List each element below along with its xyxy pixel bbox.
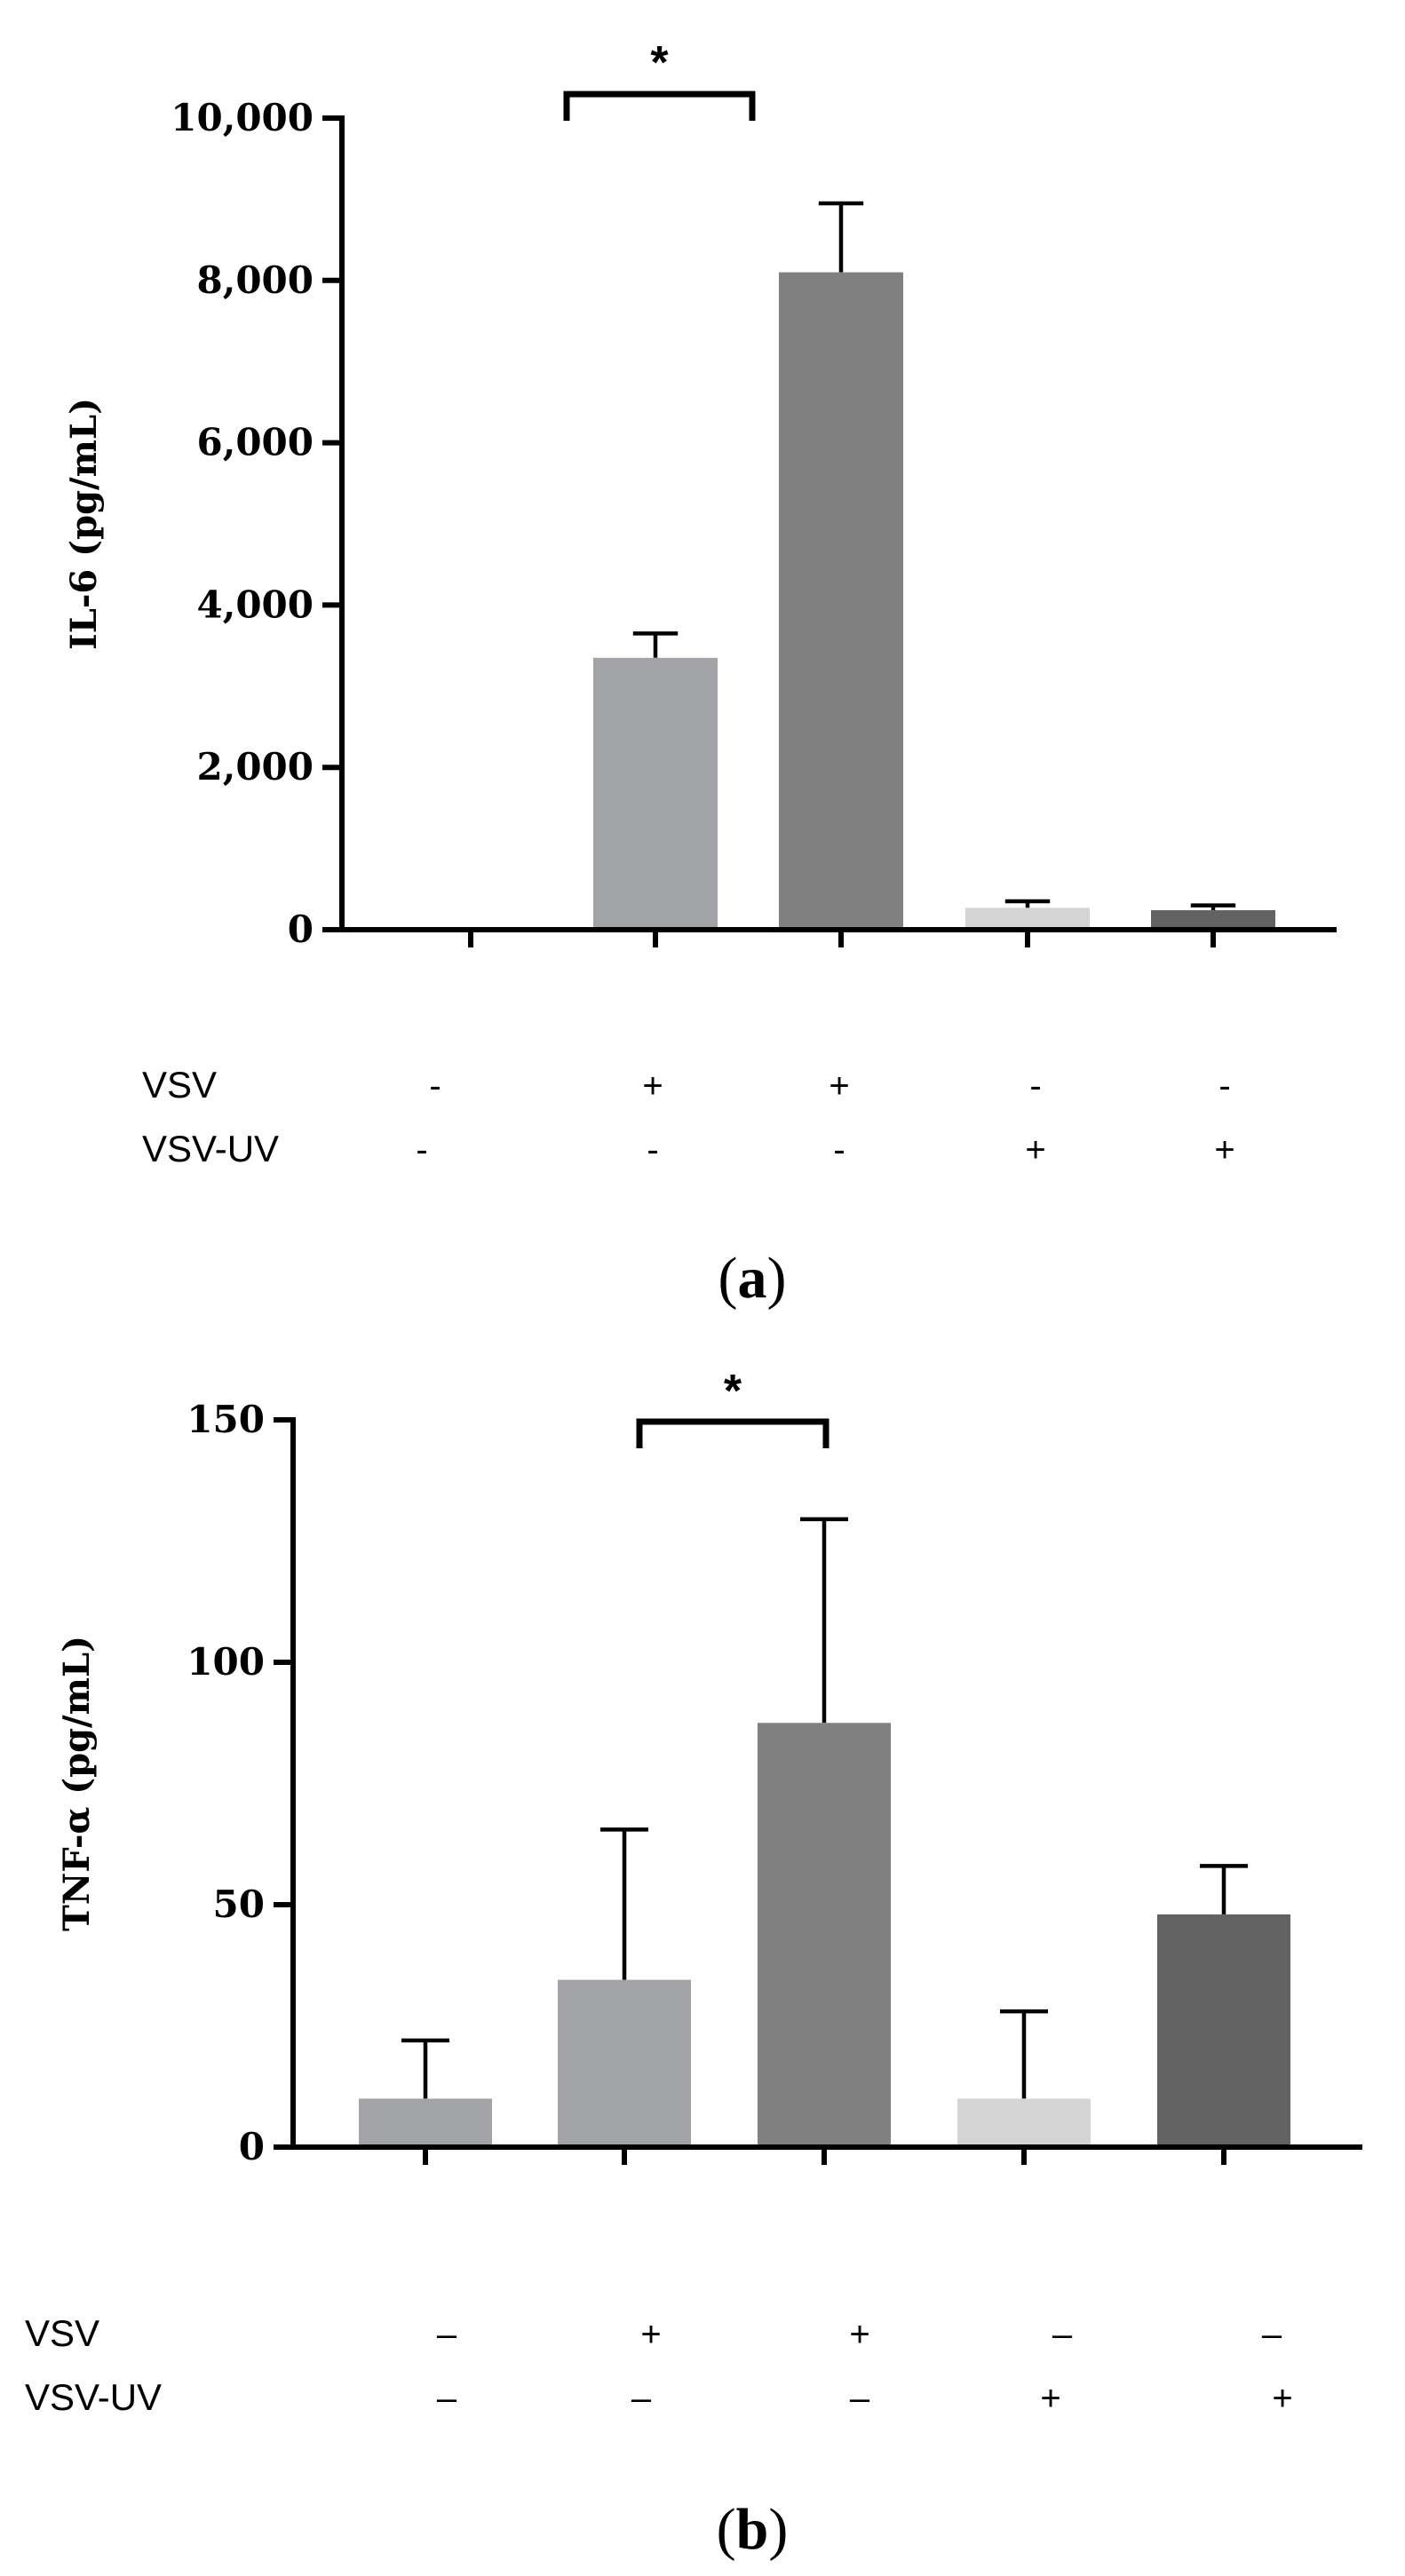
condition-symbol: -	[647, 1130, 658, 1169]
condition-symbol: +	[1272, 2379, 1292, 2418]
bar	[359, 2098, 492, 2147]
panel-label-open: (	[717, 2497, 736, 2562]
condition-symbol: –	[437, 2379, 457, 2418]
condition-symbol: –	[437, 2315, 457, 2354]
bar	[1151, 910, 1275, 930]
panel-label-letter: a	[738, 1246, 767, 1311]
significance-bracket	[563, 91, 756, 121]
panel-label-close: )	[768, 2497, 788, 2562]
condition-symbol: –	[1052, 2315, 1073, 2354]
y-tick-label: 2,000	[196, 745, 314, 789]
y-tick-label: 150	[187, 1398, 265, 1441]
y-axis-label: TNF-α (pg/mL)	[56, 1636, 98, 1931]
panel-a-chart: 0 2,000 4,000 6,000 8,000 10,000 IL-6 (pg/mL) V…	[63, 37, 1337, 1311]
condition-label: VSV	[25, 2312, 99, 2354]
y-tick-label: 50	[213, 1882, 265, 1926]
y-axis-label: IL-6 (pg/mL)	[63, 398, 105, 650]
y-tick-label: 4,000	[196, 583, 314, 626]
bar	[1157, 1914, 1290, 2147]
condition-symbol: -	[833, 1130, 845, 1169]
panel-b-chart: 0 50 100 150 TNF-α (pg/mL) VSV – + + – – VSV-UV – – – +…	[25, 1366, 1362, 2562]
condition-symbol: +	[1025, 1130, 1045, 1169]
y-tick-label: 0	[288, 908, 314, 951]
condition-symbol: +	[642, 1066, 663, 1106]
condition-symbol: –	[631, 2379, 652, 2418]
panel-label-open: (	[718, 1246, 738, 1311]
y-tick-label: 6,000	[196, 421, 314, 464]
panel-label-close: )	[767, 1246, 787, 1311]
condition-symbol: +	[849, 2315, 869, 2354]
condition-label: VSV-UV	[25, 2376, 162, 2418]
bar	[593, 657, 718, 930]
condition-symbol: -	[1218, 1066, 1230, 1106]
bar	[558, 1979, 691, 2147]
condition-symbol: +	[829, 1066, 849, 1106]
y-tick-label: 10,000	[171, 96, 314, 139]
condition-symbol: –	[1262, 2315, 1282, 2354]
bar	[779, 272, 903, 930]
panel-label: (a)	[718, 1246, 787, 1311]
panel-label-letter: b	[736, 2497, 769, 2562]
y-tick-label: 100	[187, 1640, 265, 1684]
y-tick-label: 8,000	[196, 258, 314, 302]
condition-symbol: –	[850, 2379, 870, 2418]
condition-symbol: -	[416, 1130, 427, 1169]
condition-symbol: +	[640, 2315, 661, 2354]
condition-label: VSV	[142, 1064, 217, 1106]
significance-star: *	[724, 1366, 742, 1417]
condition-symbol: -	[1029, 1066, 1041, 1106]
panel-label: (b)	[717, 2497, 789, 2562]
y-tick-label: 0	[239, 2125, 265, 2168]
bar	[965, 908, 1090, 930]
condition-symbol: +	[1040, 2379, 1060, 2418]
condition-symbol: +	[1214, 1130, 1234, 1169]
bar	[957, 2098, 1091, 2147]
condition-label: VSV-UV	[142, 1128, 279, 1169]
significance-bracket	[636, 1418, 830, 1448]
significance-star: *	[650, 37, 669, 89]
bar	[758, 1723, 891, 2147]
condition-symbol: -	[429, 1066, 441, 1106]
